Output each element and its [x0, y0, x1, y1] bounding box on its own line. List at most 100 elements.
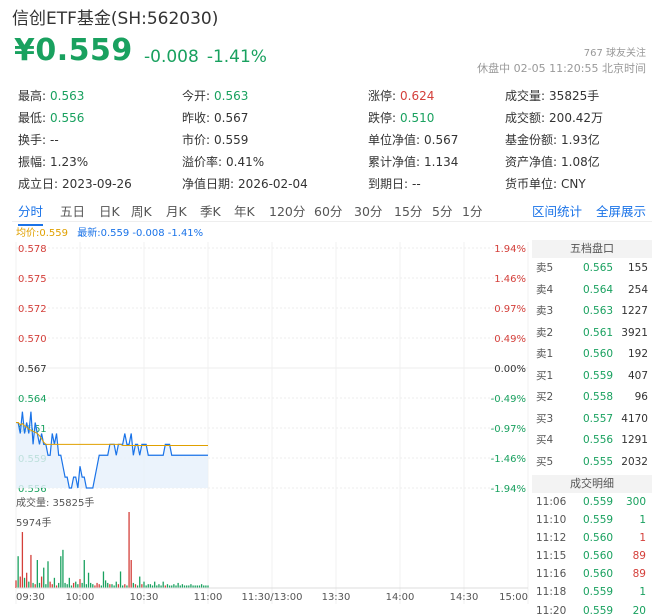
stat-value: 0.563 [214, 89, 249, 103]
stat-cell: 昨收: 0.567 [182, 109, 248, 126]
trade-qty: 300 [625, 496, 646, 508]
x-tick: 15:00 [499, 592, 528, 603]
order-price: 0.559 [583, 369, 614, 382]
stat-label: 跌停: [368, 111, 397, 125]
tab-10[interactable]: 15分 [394, 204, 423, 219]
stat-cell: 换手: -- [18, 131, 59, 148]
stat-value: 0.624 [400, 89, 435, 103]
price-area [16, 411, 208, 488]
tab-2[interactable]: 日K [99, 204, 120, 219]
x-tick: 11:00 [194, 592, 223, 603]
stat-value: CNY [561, 177, 586, 191]
stat-value: 2023-09-26 [62, 177, 132, 191]
tab-9[interactable]: 30分 [354, 204, 383, 219]
tab-7[interactable]: 120分 [269, 204, 306, 219]
trade-row: 11:10 0.559 1 [532, 511, 652, 529]
current-price: ¥0.559 [14, 33, 133, 68]
avg-line [16, 422, 208, 446]
change-amount: -0.008 [144, 47, 199, 67]
trade-time: 11:06 [536, 496, 567, 508]
stat-value: 35825手 [549, 89, 600, 103]
order-label: 买4 [536, 434, 554, 446]
tab-3[interactable]: 周K [131, 204, 152, 219]
trade-row: 11:06 0.559 300 [532, 493, 652, 511]
stat-label: 货币单位: [505, 177, 558, 191]
stat-value: 1.134 [424, 155, 459, 169]
volume-title: 成交量: 35825手 [16, 498, 95, 509]
tab-5[interactable]: 季K [200, 204, 221, 219]
order-price: 0.561 [583, 326, 614, 339]
y-tick-right: -1.46% [491, 454, 526, 465]
order-qty: 407 [627, 369, 648, 382]
order-qty: 254 [627, 283, 648, 296]
tab-11[interactable]: 5分 [432, 204, 453, 219]
order-book-row: 买4 0.556 1291 [532, 430, 652, 452]
x-tick: 14:30 [450, 592, 479, 603]
trade-time: 11:12 [536, 532, 567, 545]
stat-value: 0.556 [50, 111, 85, 125]
order-price: 0.556 [583, 434, 614, 446]
stat-value: 0.563 [50, 89, 85, 103]
volume-max-label: 5974手 [16, 518, 52, 529]
order-qty: 1291 [621, 434, 648, 446]
intraday-chart[interactable]: 0.5780.5750.5720.5700.5670.5640.5610.559… [0, 236, 532, 615]
trade-row: 11:12 0.560 1 [532, 529, 652, 547]
order-label: 买3 [536, 412, 554, 425]
trade-price: 0.559 [583, 496, 614, 508]
followers-count[interactable]: 767 球友关注 [583, 48, 646, 59]
tab-8[interactable]: 60分 [314, 204, 343, 219]
y-tick-right: -0.49% [491, 394, 526, 405]
order-label: 卖4 [536, 283, 554, 296]
order-qty: 96 [634, 391, 648, 403]
order-label: 卖5 [536, 262, 554, 274]
stat-cell: 净值日期: 2026-02-04 [182, 175, 308, 192]
trade-qty: 89 [632, 568, 646, 581]
tab-6[interactable]: 年K [234, 204, 255, 219]
order-price: 0.563 [583, 305, 614, 317]
order-book-title: 五档盘口 [532, 240, 652, 258]
tab-0[interactable]: 分时 [18, 201, 44, 226]
order-price: 0.565 [583, 262, 614, 274]
stat-cell: 成交额: 200.42万 [505, 109, 603, 126]
avg-price-value: 0.559 [39, 228, 69, 239]
tab-link-1[interactable]: 全屏展示 [596, 204, 647, 219]
y-tick-right: -1.94% [491, 484, 526, 495]
stat-label: 溢价率: [182, 155, 223, 169]
trade-row: 11:15 0.560 89 [532, 547, 652, 565]
order-label: 买5 [536, 455, 554, 468]
stat-value: 200.42万 [549, 111, 604, 125]
latest-price-value: 0.559 -0.008 -1.41% [100, 228, 204, 239]
order-book-row: 卖1 0.560 192 [532, 344, 652, 366]
tab-12[interactable]: 1分 [462, 204, 483, 219]
tab-4[interactable]: 月K [166, 204, 187, 219]
x-tick: 10:30 [130, 592, 159, 603]
stat-cell: 累计净值: 1.134 [368, 153, 458, 170]
trade-qty: 1 [639, 514, 646, 527]
stats-grid: 最高: 0.563 今开: 0.563 涨停: 0.624 成交量: 35825手 最低: 0.5… [18, 84, 648, 194]
order-book-row: 卖3 0.563 1227 [532, 301, 652, 323]
stat-cell: 到期日: -- [368, 175, 421, 192]
stat-label: 最低: [18, 111, 47, 125]
order-qty: 1227 [621, 305, 648, 317]
order-book-row: 买1 0.559 407 [532, 366, 652, 388]
chart-legend: 均价:0.559 最新:0.559 -0.008 -1.41% [16, 224, 203, 239]
stat-cell: 最高: 0.563 [18, 87, 84, 104]
trade-qty: 20 [632, 604, 646, 615]
trade-price: 0.560 [583, 568, 614, 581]
order-qty: 2032 [621, 455, 648, 468]
order-book-row: 卖4 0.564 254 [532, 280, 652, 302]
order-book-row: 买5 0.555 2032 [532, 452, 652, 474]
market-status: 休盘中 02-05 11:20:55 北京时间 [477, 62, 646, 75]
y-tick-right: 0.97% [494, 304, 526, 315]
stat-label: 成交额: [505, 111, 546, 125]
tab-link-0[interactable]: 区间统计 [532, 204, 583, 219]
stat-label: 市价: [182, 133, 211, 147]
trade-qty: 1 [639, 586, 646, 599]
stat-value: 1.23% [50, 155, 89, 169]
trade-list: 11:06 0.559 300 11:10 0.559 1 11:12 0.560 1 11:15… [532, 493, 652, 615]
order-label: 卖2 [536, 326, 554, 339]
stat-label: 涨停: [368, 89, 397, 103]
order-label: 买2 [536, 391, 554, 403]
tab-1[interactable]: 五日 [60, 204, 86, 219]
stat-label: 累计净值: [368, 155, 421, 169]
